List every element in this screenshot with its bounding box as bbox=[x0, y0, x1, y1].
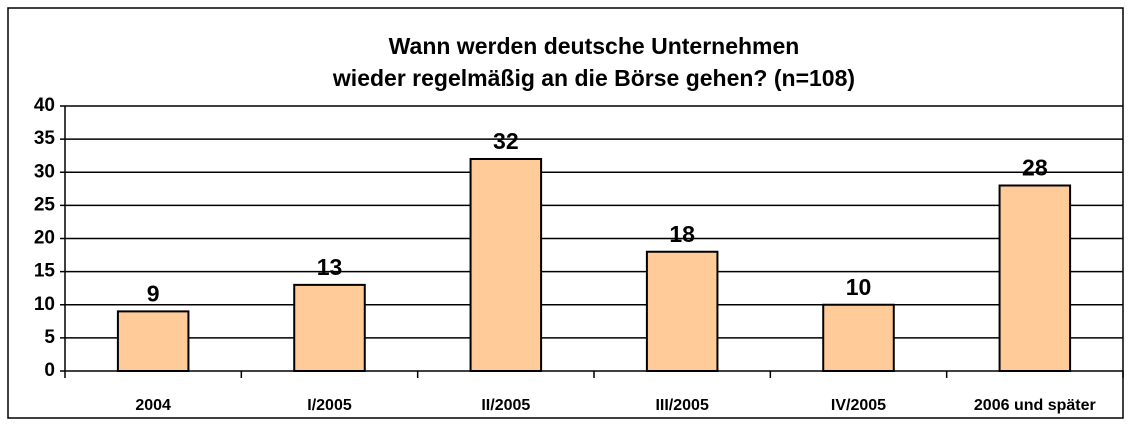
bar bbox=[293, 283, 366, 372]
bar bbox=[822, 303, 895, 372]
x-tick-label: I/2005 bbox=[307, 397, 352, 414]
chart-border bbox=[7, 7, 1124, 419]
y-tick-label: 30 bbox=[34, 161, 55, 182]
data-label: 13 bbox=[317, 254, 343, 280]
data-label: 18 bbox=[669, 221, 695, 247]
y-tick-label: 10 bbox=[34, 294, 55, 315]
bar bbox=[116, 310, 190, 372]
y-tick-label: 0 bbox=[44, 360, 55, 381]
data-label: 28 bbox=[1022, 155, 1048, 181]
data-label: 9 bbox=[147, 280, 160, 306]
y-tick-label: 25 bbox=[34, 194, 56, 215]
x-tick-label: II/2005 bbox=[481, 397, 530, 414]
y-tick-label: 40 bbox=[34, 95, 55, 116]
bar bbox=[645, 250, 719, 372]
x-tick-label: III/2005 bbox=[655, 397, 708, 414]
y-tick-label: 15 bbox=[34, 261, 56, 282]
x-tick-label: IV/2005 bbox=[831, 397, 886, 414]
x-tick-label: 2004 bbox=[135, 397, 171, 414]
bar bbox=[469, 158, 543, 372]
y-tick-label: 20 bbox=[34, 228, 55, 249]
x-tick-label: 2006 und später bbox=[974, 397, 1096, 414]
y-tick-label: 5 bbox=[44, 327, 55, 348]
data-label: 10 bbox=[846, 274, 872, 300]
data-label: 32 bbox=[493, 128, 519, 154]
chart-title: wieder regelmäßig an die Börse gehen? (n… bbox=[332, 65, 855, 91]
y-tick-label: 35 bbox=[34, 128, 56, 149]
bar bbox=[998, 184, 1072, 372]
chart-title: Wann werden deutsche Unternehmen bbox=[389, 33, 800, 59]
